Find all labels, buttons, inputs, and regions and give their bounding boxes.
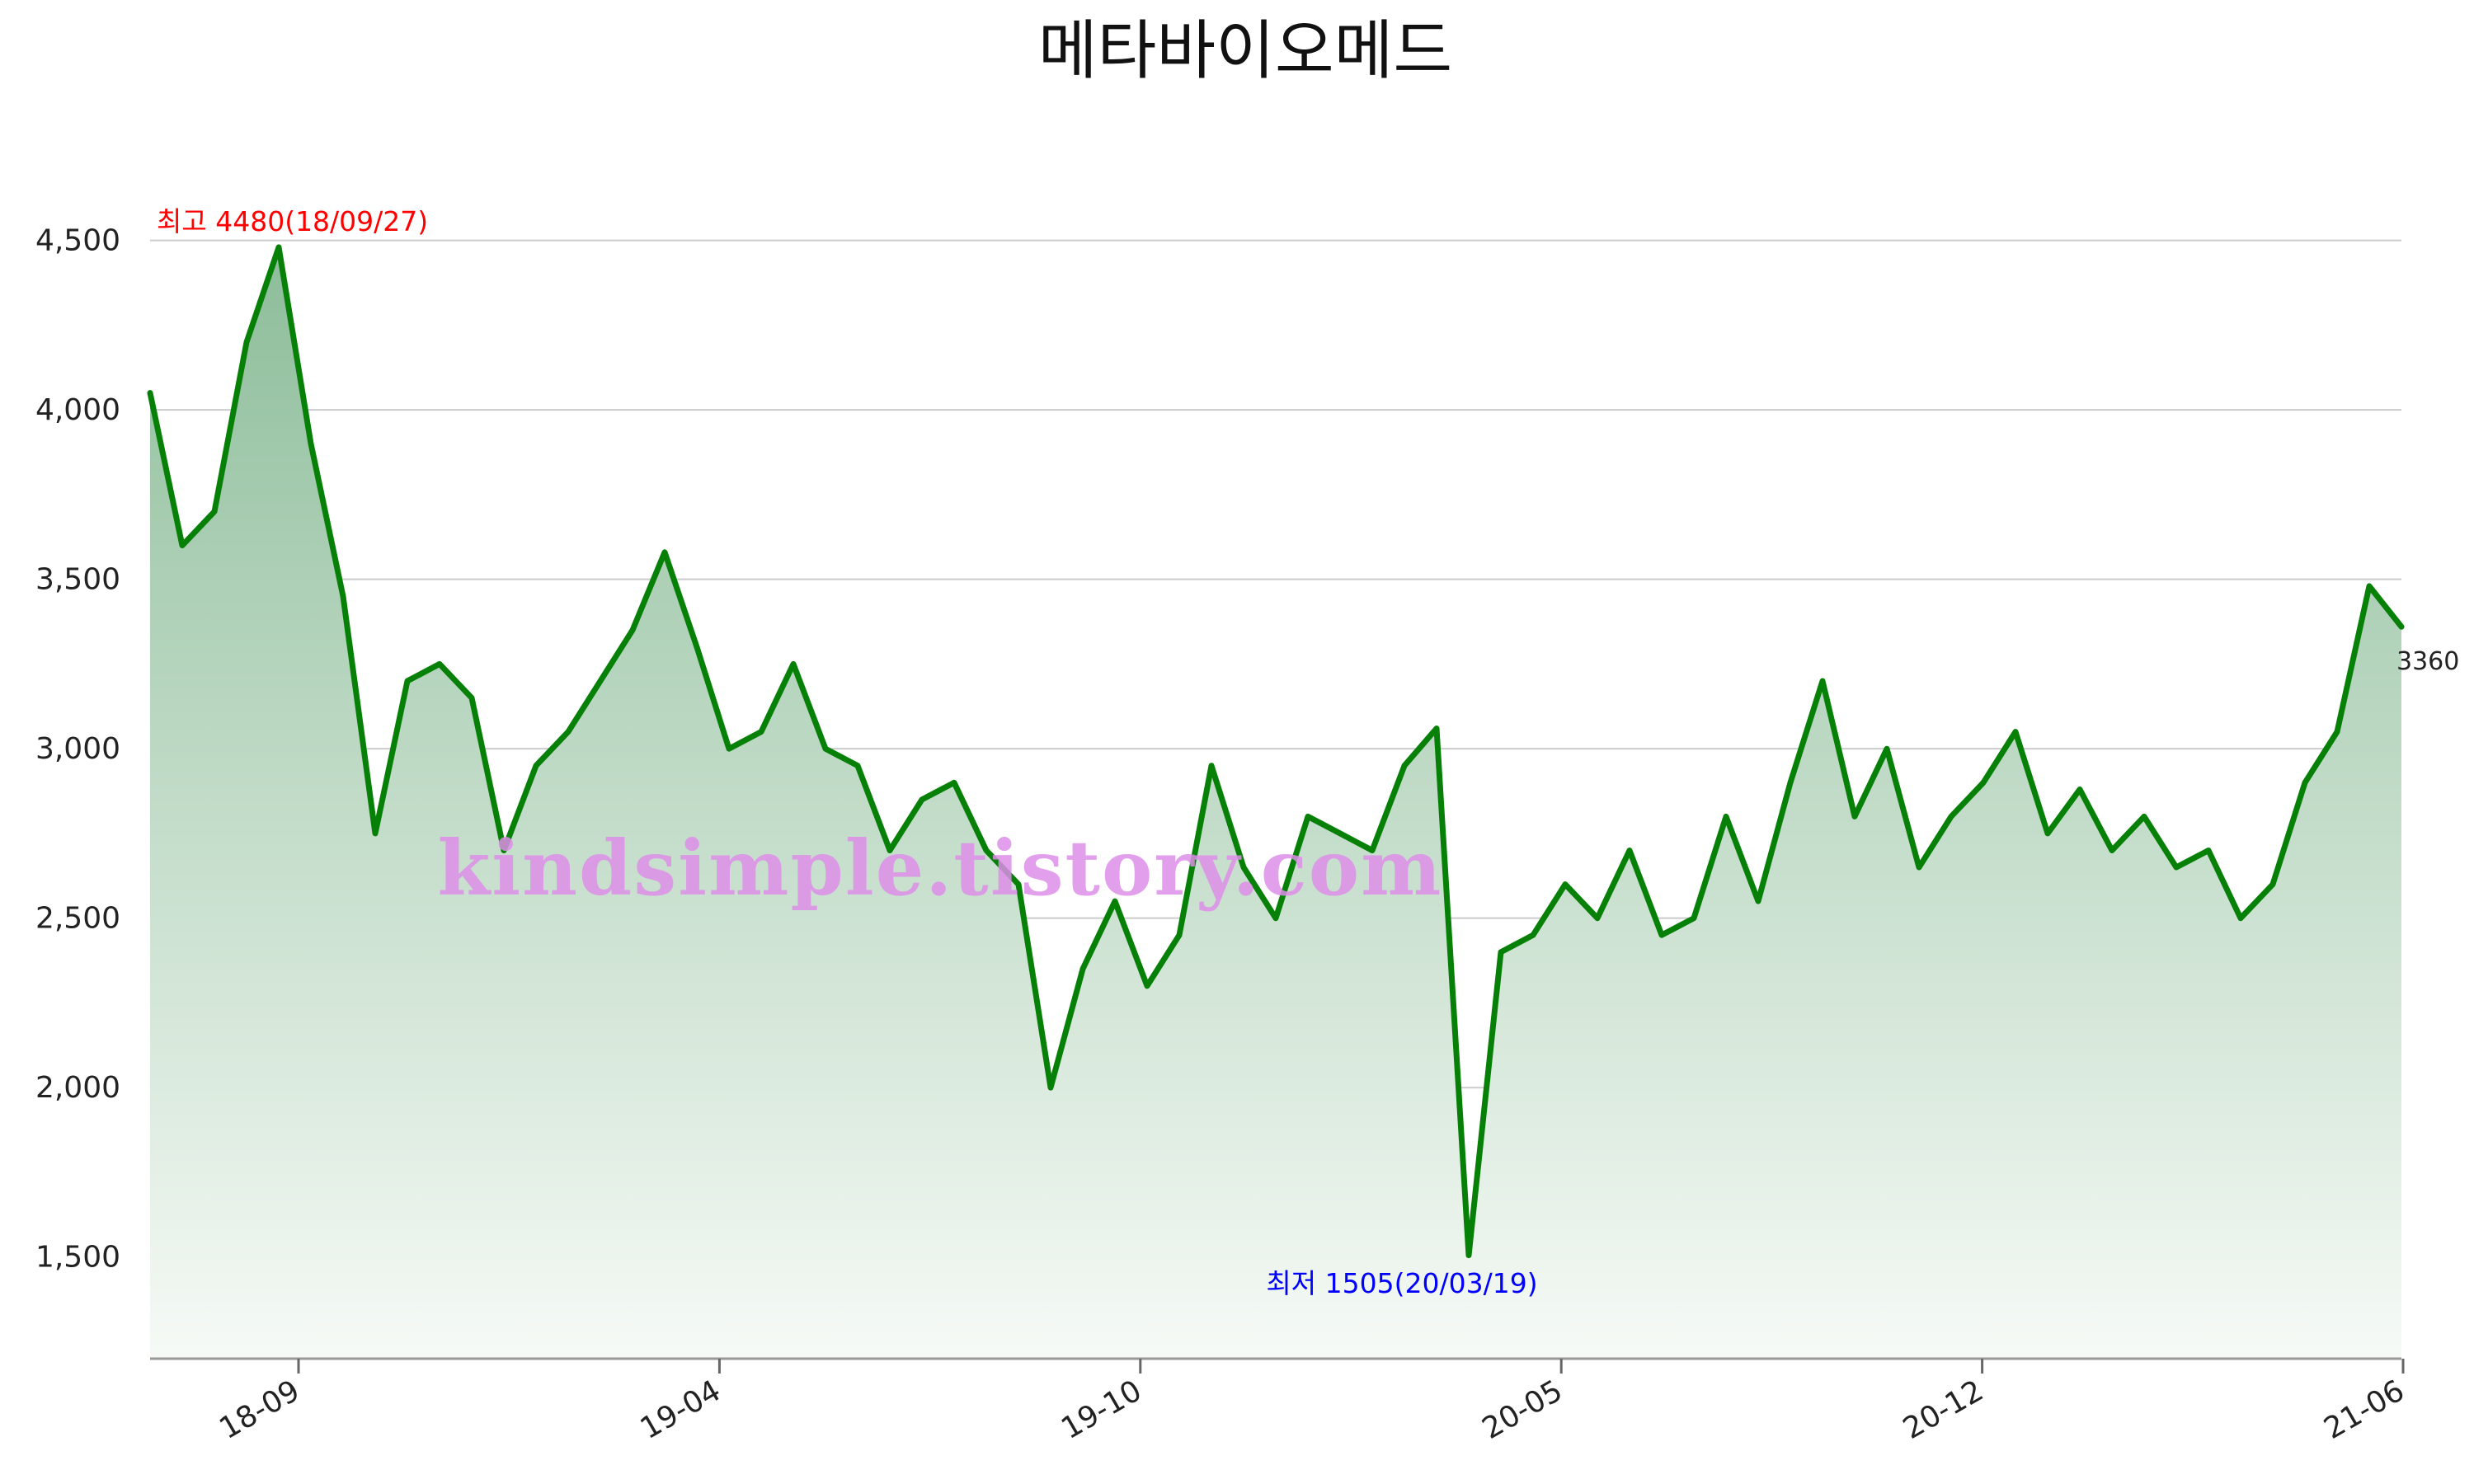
x-tick-label: 18-09 — [214, 1374, 305, 1446]
y-tick-label: 3,500 — [35, 563, 120, 597]
price-area — [150, 247, 2401, 1359]
y-tick-label: 4,500 — [35, 224, 120, 258]
x-tick-label: 19-10 — [1056, 1374, 1147, 1446]
y-axis: 1,500 2,000 2,500 3,000 3,500 4,000 4,500 — [35, 224, 120, 1275]
y-tick-label: 2,500 — [35, 902, 120, 936]
x-tick-label: 20-12 — [1898, 1374, 1989, 1446]
price-line — [147, 244, 2405, 1259]
watermark: kindsimple.tistory.com — [437, 824, 1442, 913]
x-tick-label: 20-05 — [1477, 1374, 1569, 1446]
chart-title: 메타바이오메드 — [1038, 14, 1452, 88]
y-tick-label: 3,000 — [35, 732, 120, 766]
x-tick-label: 19-04 — [635, 1374, 727, 1446]
high-annotation: 최고 4480(18/09/27) — [157, 205, 428, 237]
y-tick-label: 2,000 — [35, 1071, 120, 1105]
last-value-label: 3360 — [2396, 647, 2459, 676]
y-tick-label: 4,000 — [35, 393, 120, 427]
x-tick-label: 21-06 — [2318, 1374, 2410, 1446]
x-axis: 18-09 19-04 19-10 20-05 20-12 21-06 — [150, 1357, 2411, 1446]
y-tick-label: 1,500 — [35, 1241, 120, 1275]
low-annotation: 최저 1505(20/03/19) — [1266, 1267, 1537, 1299]
